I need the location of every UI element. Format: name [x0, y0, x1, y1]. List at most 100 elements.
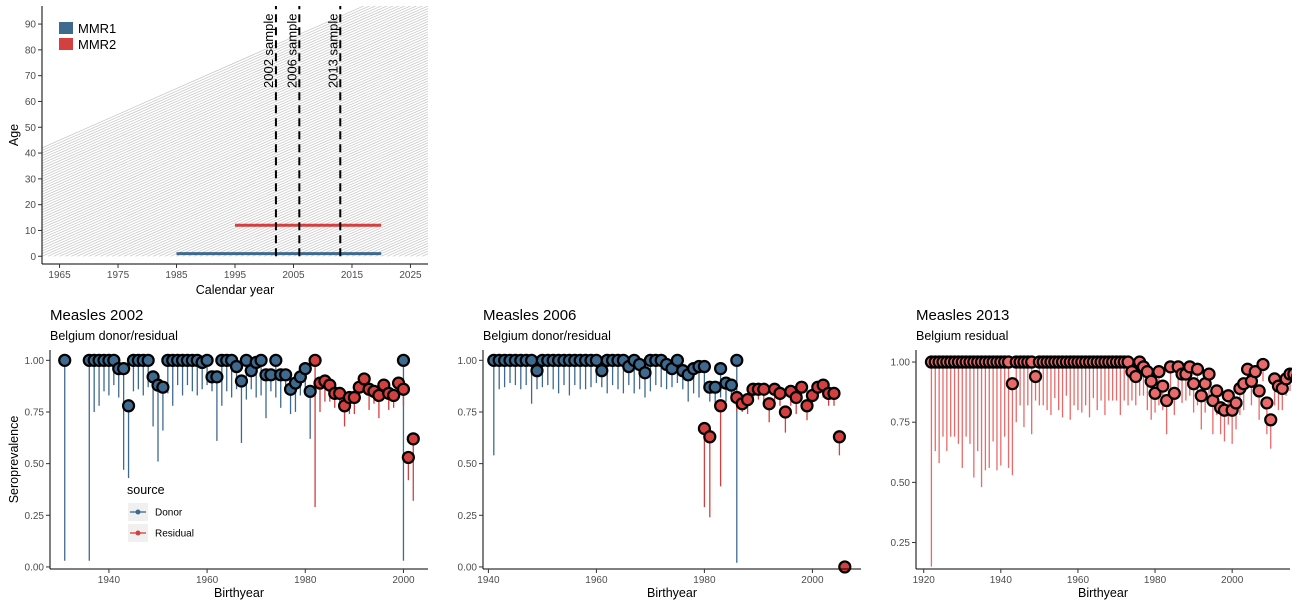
cohort-line [42, 6, 371, 151]
data-point-donor [269, 353, 283, 367]
data-point-donor [697, 359, 712, 374]
x-axis-label: Birthyear [214, 586, 264, 600]
panel-title: Measles 2006 [483, 307, 576, 324]
data-point-residual [1202, 367, 1216, 381]
cohort-line [240, 173, 428, 257]
y-tick-label: 0.75 [25, 407, 45, 418]
cohort-line [42, 67, 428, 239]
data-point-residual [757, 382, 771, 396]
y-tick-label: 0.00 [458, 562, 478, 573]
data-point-residual [1190, 362, 1205, 376]
data-point-residual [1210, 384, 1224, 398]
cohort-line [217, 163, 428, 257]
cohort-line [42, 44, 428, 216]
y-tick-label: 0.25 [25, 511, 45, 522]
legend-key-dot [135, 530, 141, 536]
x-tick-label: 1940 [98, 575, 121, 586]
data-point-donor [396, 353, 411, 367]
data-point-residual [308, 353, 322, 367]
y-tick-label: 0.50 [25, 459, 45, 470]
cohort-line [299, 199, 428, 257]
cohort-line [88, 106, 428, 257]
data-point-residual [703, 430, 717, 444]
cohort-line [42, 72, 428, 244]
cohort-line [422, 253, 428, 257]
cohort-line [375, 232, 428, 257]
data-point-donor [595, 364, 609, 378]
cohort-line [223, 165, 428, 257]
cohort-line [42, 85, 428, 257]
data-point-residual [1287, 367, 1292, 381]
cohort-line [42, 28, 428, 200]
cohort-line [363, 227, 428, 257]
cohort-line [76, 101, 428, 257]
cohort-line [410, 248, 428, 257]
data-point-residual [1256, 357, 1270, 372]
data-point-residual [1229, 396, 1243, 410]
cohort-line [53, 90, 428, 257]
y-tick-label: 90 [25, 20, 37, 31]
legend-swatch-MMR1 [59, 22, 73, 34]
cohort-line [42, 23, 428, 195]
data-point-residual [1156, 379, 1170, 393]
cohort-line [193, 152, 428, 257]
cohort-line [42, 6, 388, 159]
x-tick-label: 1980 [1144, 575, 1167, 586]
cohort-line [42, 18, 428, 190]
cohort-line [42, 36, 428, 208]
cohort-line [381, 235, 428, 257]
y-tick-label: 80 [25, 45, 37, 56]
sample-label-2013: 2013 sample [325, 14, 340, 88]
cohort-line [42, 6, 383, 156]
cohort-line [42, 83, 428, 255]
data-point-residual [1129, 369, 1143, 384]
panel-title: Measles 2013 [916, 307, 1009, 324]
cohort-line [42, 26, 428, 198]
vaccination-timeline-panel: 2002 sample 2006 sample 2013 sample 0 10 20 30… [7, 6, 428, 297]
cohort-line [328, 212, 428, 257]
legend-label-MMR1: MMR1 [78, 21, 116, 36]
data-point-residual [794, 380, 809, 394]
y-tick-label: 50 [25, 123, 37, 134]
cohort-line [42, 6, 418, 172]
y-tick-label: 0.25 [891, 538, 911, 549]
data-point-residual [1264, 413, 1278, 427]
cohort-line [42, 52, 428, 224]
cohort-line [229, 168, 428, 257]
measles-2013-panel: Measles 2013 Belgium residual 0.25 0.50 0.75… [891, 307, 1292, 600]
data-point-residual [1260, 396, 1274, 410]
measles-2006-panel: Measles 2006 Belgium donor/residual 0.00 0.… [458, 307, 861, 600]
data-point-donor [200, 353, 214, 367]
cohort-line [106, 114, 428, 257]
data-point-residual [1005, 377, 1019, 391]
cohort-line [357, 224, 428, 257]
y-tick-label: 0.75 [458, 407, 478, 418]
legend-label-residual: Residual [155, 529, 194, 540]
y-tick-label: 1.00 [891, 358, 911, 369]
data-point-residual [713, 399, 728, 413]
data-point-residual [396, 382, 411, 396]
x-tick-label: 1985 [165, 270, 188, 281]
x-tick-label: 2015 [341, 270, 364, 281]
cohort-line [65, 95, 428, 257]
y-tick-label: 40 [25, 149, 37, 160]
cohort-line [205, 157, 428, 257]
cohort-line [42, 6, 400, 164]
data-point-donor [524, 353, 539, 367]
data-point-donor [708, 380, 722, 394]
data-point-residual [1152, 365, 1166, 379]
data-point-donor [141, 353, 155, 367]
y-tick-label: 0 [30, 252, 36, 263]
data-point-residual [1148, 386, 1162, 400]
x-tick-label: 2000 [801, 575, 824, 586]
cohort-line [42, 49, 428, 221]
data-point-donor [638, 366, 652, 380]
data-point-donor [279, 368, 293, 382]
cohort-line [42, 80, 428, 252]
cohort-line [386, 237, 428, 257]
cohort-line [310, 204, 428, 257]
cohort-line [42, 77, 428, 249]
cohort-line [182, 147, 428, 257]
cohort-line [322, 209, 428, 257]
cohort-line [316, 206, 428, 257]
